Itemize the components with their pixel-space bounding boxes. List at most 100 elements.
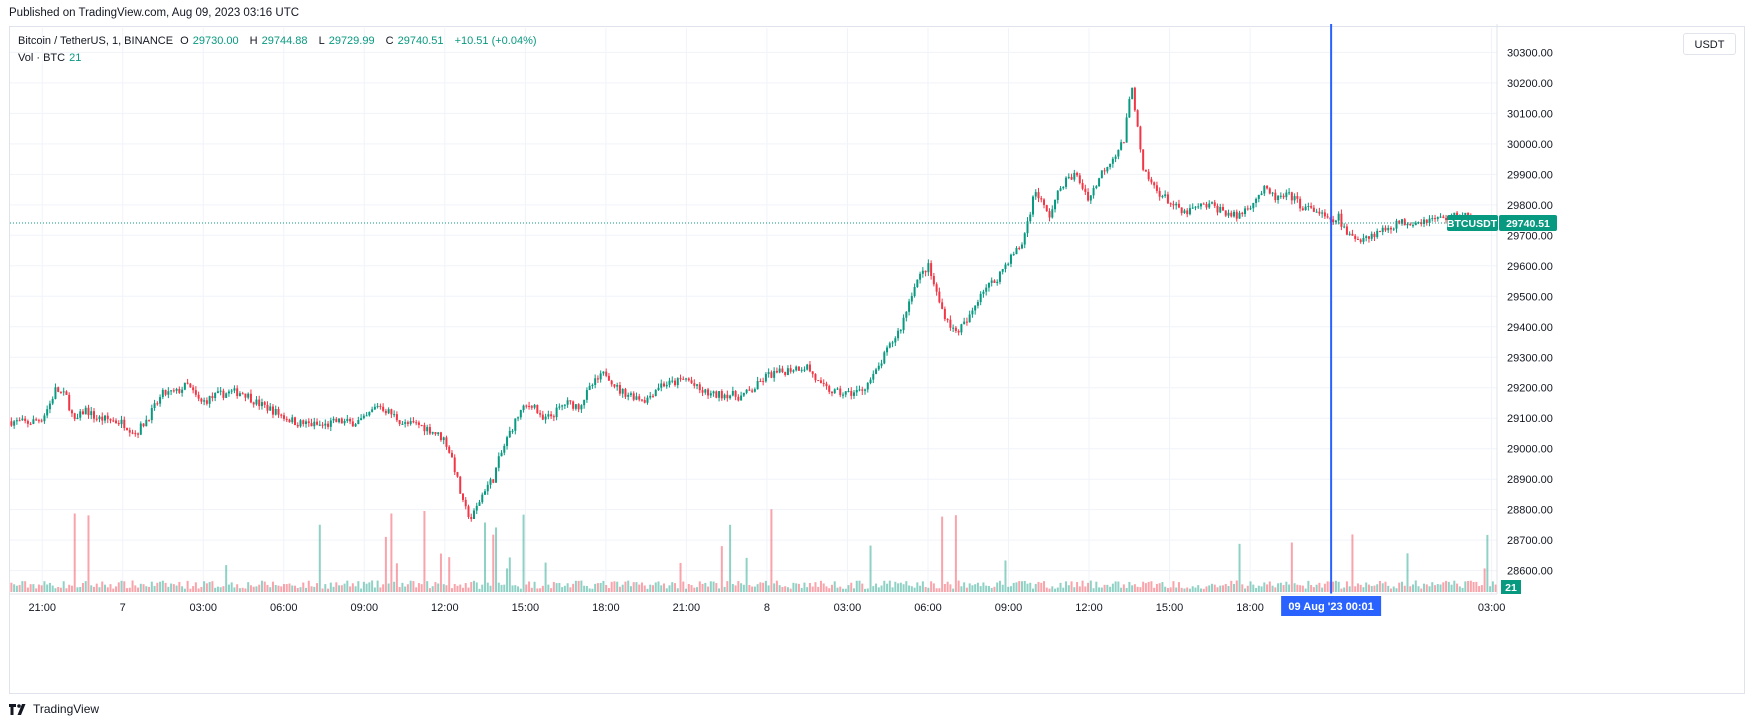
volume-bar (1318, 582, 1321, 592)
candle-body (1109, 163, 1112, 168)
candle-body (596, 378, 599, 380)
volume-legend: Vol · BTC 21 (18, 52, 81, 64)
volume-bar (84, 581, 87, 592)
currency-button[interactable]: USDT (1683, 33, 1736, 55)
volume-bar (376, 580, 379, 592)
volume-bar (825, 586, 828, 592)
volume-bar (872, 586, 875, 592)
volume-bar (1073, 587, 1076, 592)
volume-bar (1400, 581, 1403, 592)
volume-bar (836, 587, 839, 592)
volume-bar (712, 581, 715, 592)
candle-body (861, 389, 864, 391)
candle-body (62, 391, 65, 393)
candle-body (1067, 176, 1070, 178)
volume-bar (225, 565, 228, 592)
volume-bar (62, 581, 65, 592)
volume-bar (1434, 585, 1437, 592)
candle-body (313, 421, 316, 427)
volume-bar (40, 585, 43, 592)
candle-body (704, 389, 707, 393)
volume-bar (1453, 580, 1456, 592)
symbol-title[interactable]: Bitcoin / TetherUS, 1, BINANCE (18, 35, 174, 47)
candle-body (1290, 192, 1293, 201)
volume-bar (417, 583, 420, 592)
candle-body (1406, 223, 1409, 226)
volume-bar (1315, 584, 1318, 592)
candle-body (1244, 208, 1247, 215)
candle-body (1222, 207, 1225, 211)
candle-body (54, 387, 57, 399)
volume-bar (1464, 581, 1467, 592)
y-tick-label: 28700.00 (1507, 535, 1553, 547)
tradingview-brand[interactable]: TradingView (9, 702, 99, 716)
volume-bar (1260, 586, 1263, 592)
volume-bar (1326, 581, 1329, 592)
volume-bar (252, 586, 255, 592)
candle-body (1409, 223, 1412, 226)
candle-body (946, 319, 949, 321)
x-tick-label: 09:00 (351, 602, 379, 614)
candle-body (935, 284, 938, 292)
volume-bar (181, 586, 184, 592)
volume-bar (1004, 560, 1007, 592)
volume-bar (990, 587, 993, 592)
candle-body (847, 390, 850, 392)
volume-bar (627, 580, 630, 592)
candle-body (244, 393, 247, 398)
candle-body (159, 397, 162, 404)
volume-bar (913, 587, 916, 592)
candle-body (175, 388, 178, 391)
candle-body (930, 263, 933, 276)
published-info: Published on TradingView.com, Aug 09, 20… (9, 7, 300, 19)
volume-bar (456, 585, 459, 592)
candle-body (296, 424, 299, 427)
volume-bar (492, 534, 495, 592)
candle-body (803, 369, 806, 371)
candle-body (263, 402, 266, 405)
volume-bar (952, 588, 955, 592)
volume-bar (305, 587, 308, 592)
volume-bar (1461, 587, 1464, 592)
candle-body (1257, 194, 1260, 199)
volume-bar (349, 586, 352, 592)
chart-frame[interactable] (9, 26, 1745, 694)
volume-bar (357, 581, 360, 592)
volume-bar (478, 588, 481, 592)
candle-body (635, 396, 638, 400)
volume-bar (1246, 585, 1249, 592)
volume-bar (1271, 585, 1274, 592)
candle-body (288, 419, 291, 423)
volume-bar (1395, 588, 1398, 592)
volume-bar (282, 584, 285, 592)
volume-bar (340, 585, 343, 592)
candle-body (225, 393, 228, 398)
candle-body (872, 373, 875, 380)
volume-bar (864, 588, 867, 592)
candle-body (1246, 208, 1249, 210)
volume-bar (891, 587, 894, 592)
candle-body (784, 371, 787, 375)
volume-bar (139, 583, 142, 592)
candle-body (200, 398, 203, 402)
candle-body (415, 422, 418, 424)
candle-body (621, 388, 624, 394)
volume-bar (1266, 584, 1269, 592)
candle-body (1117, 149, 1120, 157)
low-label: L (318, 35, 325, 47)
candle-body (1414, 222, 1417, 226)
candle-body (1177, 203, 1180, 208)
candle-body (569, 400, 572, 402)
volume-bar (1321, 587, 1324, 592)
volume-bar (351, 583, 354, 592)
volume-bar (613, 581, 616, 592)
volume-bar (1191, 586, 1194, 592)
candle-body (1354, 235, 1357, 239)
volume-bar (1155, 583, 1158, 592)
volume-bar (775, 580, 778, 592)
volume-bar (393, 581, 396, 592)
candle-body (461, 493, 464, 500)
candle-body (817, 380, 820, 382)
volume-bar (79, 586, 82, 592)
